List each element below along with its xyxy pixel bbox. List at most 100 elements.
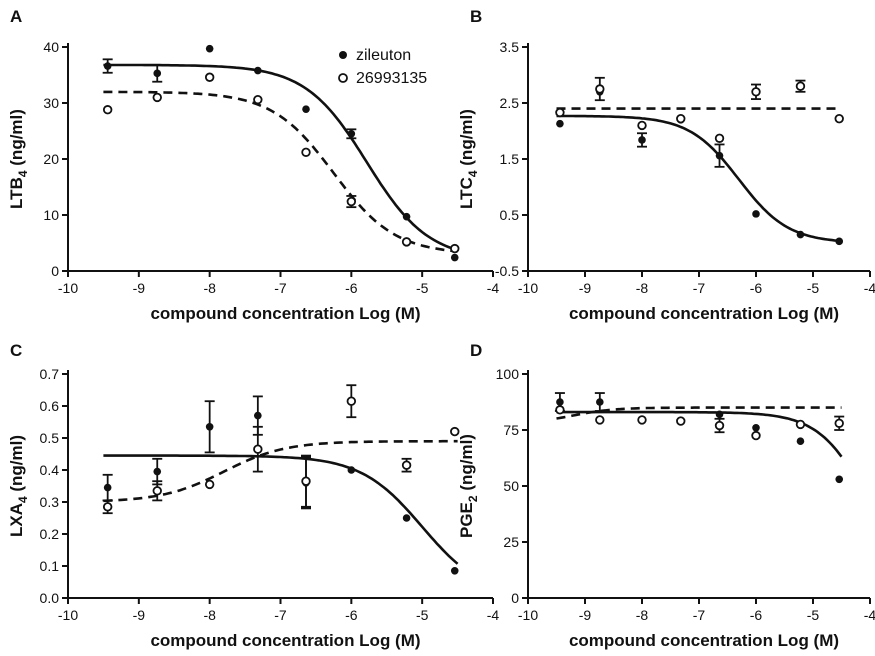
y-tick-label: 3.5 [500, 39, 520, 55]
y-axis-label-main: LXA [7, 503, 26, 537]
data-point-26993135 [676, 416, 686, 426]
data-point-zileuton [254, 411, 262, 420]
data-point-26993135 [401, 460, 412, 470]
y-tick-label: 30 [43, 95, 59, 111]
y-axis-label-main: PGE [457, 502, 476, 538]
y-tick-label: 0.2 [40, 526, 60, 542]
x-tick-label: -4 [487, 607, 500, 623]
data-point-zileuton [556, 119, 564, 128]
legend-marker-26993135 [338, 73, 348, 83]
x-tick-label: -5 [807, 280, 820, 296]
x-tick-label: -7 [274, 607, 287, 623]
y-axis-label-unit: (ng/ml) [7, 435, 26, 496]
data-point-zileuton [450, 567, 459, 575]
chart-panel-b: B -0.5 0.5 1.5 2.5 3.5 -10 -9 -8 -7 -6 -5 -4 compound… [457, 7, 875, 323]
data-point-26993135 [595, 415, 605, 425]
data-point-zileuton [103, 483, 112, 492]
y-tick-label: 20 [43, 151, 59, 167]
x-tick-label: -7 [274, 280, 287, 296]
data-point-zileuton [752, 210, 760, 218]
x-axis-label: compound concentration Log (M) [150, 631, 420, 650]
chart-panel-d: D 0 25 50 75 100 -10 -9 -8 -7 -6 -5 -4 compound conce… [457, 341, 875, 650]
x-tick-label: -4 [864, 280, 875, 296]
data-point-zileuton [796, 437, 805, 446]
fit-curve-zileuton [556, 410, 843, 458]
data-point-zileuton [638, 136, 646, 144]
data-point-26993135 [795, 419, 806, 430]
y-tick-label: 0.3 [40, 494, 60, 510]
x-tick-label: -9 [579, 607, 592, 623]
panel-label: B [470, 7, 482, 26]
y-axis-label-unit: (ng/ml) [7, 109, 26, 170]
data-point-26993135 [555, 405, 565, 415]
data-point-26993135 [346, 196, 357, 207]
data-point-zileuton [796, 230, 805, 239]
x-tick-label: -10 [518, 280, 538, 296]
legend-label: 26993135 [356, 70, 427, 87]
x-tick-label: -6 [345, 280, 358, 296]
data-point-26993135 [676, 113, 686, 124]
x-tick-label: -7 [693, 607, 706, 623]
chart-panel-a: A 0 10 20 30 40 -10 -9 -8 -7 -6 -5 -4 compound concen… [7, 7, 499, 323]
data-point-26993135 [102, 502, 113, 512]
data-point-zileuton [596, 398, 604, 406]
data-point-zileuton [402, 212, 411, 221]
x-axis-label: compound concentration Log (M) [569, 304, 839, 323]
x-tick-label: -4 [864, 607, 875, 623]
x-tick-label: -9 [133, 607, 146, 623]
y-axis-label: PGE2 (ng/ml) [457, 434, 480, 538]
data-point-26993135 [450, 426, 460, 437]
y-tick-label: 0.1 [40, 558, 60, 574]
y-tick-label: 0.7 [40, 366, 60, 382]
data-point-zileuton [153, 467, 162, 476]
x-tick-label: -6 [345, 607, 358, 623]
x-axis-label: compound concentration Log (M) [150, 304, 420, 323]
data-point-zileuton [715, 410, 724, 419]
data-point-26993135 [555, 107, 565, 118]
y-tick-label: 50 [503, 478, 519, 494]
y-tick-label: 0.4 [40, 462, 60, 478]
data-point-26993135 [714, 133, 725, 143]
x-axis-label: compound concentration Log (M) [569, 631, 839, 650]
legend-label: zileuton [356, 47, 411, 64]
y-axis-label-unit: (ng/ml) [457, 434, 476, 495]
y-axis-label-subscript: 4 [466, 170, 480, 177]
legend-marker-zileuton [339, 51, 347, 59]
x-tick-label: -6 [750, 607, 763, 623]
x-tick-label: -8 [636, 607, 649, 623]
x-tick-label: -5 [416, 607, 429, 623]
x-tick-label: -8 [203, 607, 216, 623]
panel-label: A [10, 7, 22, 26]
data-point-26993135 [204, 479, 215, 490]
data-point-26993135 [795, 81, 806, 91]
data-point-26993135 [450, 243, 460, 254]
y-tick-label: 75 [503, 422, 519, 438]
data-point-zileuton [835, 475, 844, 484]
fit-curve-26993135 [103, 90, 458, 253]
x-tick-label: -10 [518, 607, 538, 623]
data-point-26993135 [152, 92, 162, 103]
data-point-26993135 [253, 94, 263, 105]
data-point-26993135 [751, 430, 761, 441]
fit-curve-26993135 [103, 439, 458, 503]
data-point-26993135 [102, 105, 113, 115]
data-point-zileuton [715, 151, 724, 160]
data-point-zileuton [254, 66, 262, 75]
y-tick-label: 40 [43, 39, 59, 55]
x-tick-label: -9 [133, 280, 146, 296]
data-point-zileuton [835, 237, 844, 246]
data-point-26993135 [301, 147, 311, 157]
data-point-26993135 [595, 84, 605, 94]
data-point-26993135 [751, 87, 761, 97]
data-point-26993135 [346, 396, 357, 406]
data-point-zileuton [153, 69, 162, 78]
x-tick-label: -8 [636, 280, 649, 296]
x-tick-label: -9 [579, 280, 592, 296]
y-axis-label-subscript: 2 [466, 495, 480, 502]
data-point-26993135 [637, 415, 647, 425]
y-axis-label: LTC4 (ng/ml) [457, 109, 480, 209]
x-tick-label: -7 [693, 280, 706, 296]
data-point-zileuton [402, 514, 411, 522]
fit-curve-zileuton [103, 454, 459, 565]
data-point-26993135 [834, 418, 844, 428]
